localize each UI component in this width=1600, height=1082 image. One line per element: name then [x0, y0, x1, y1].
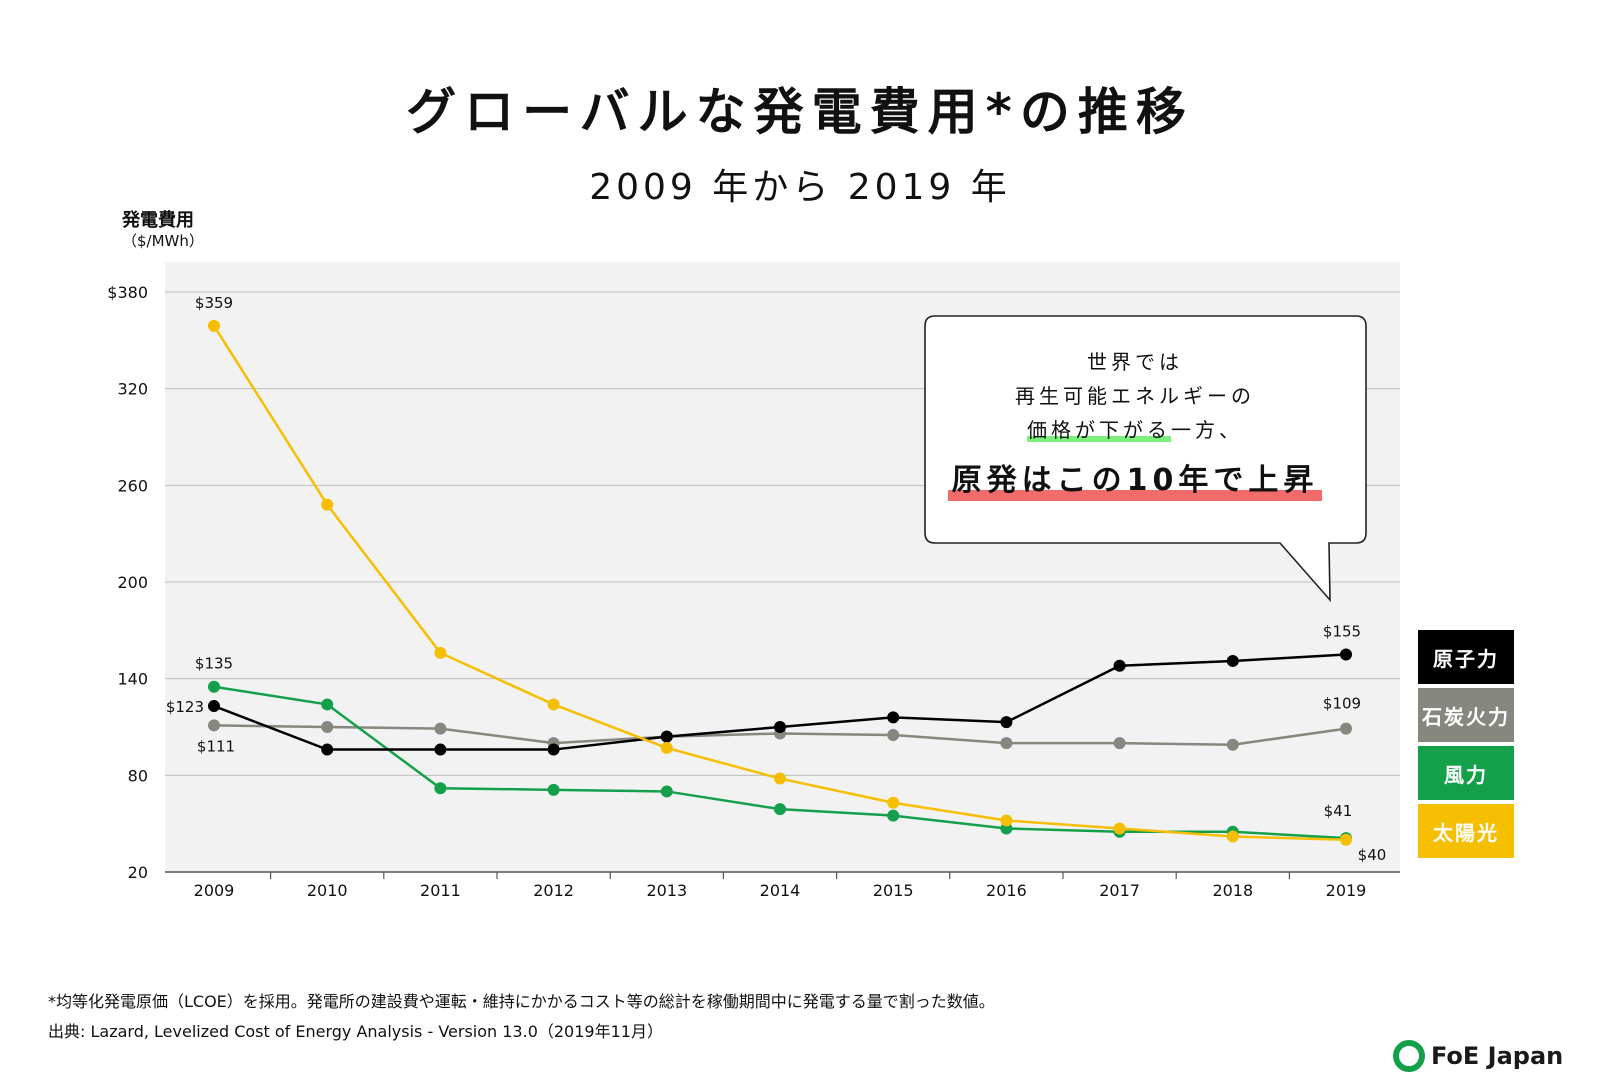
callout-line-1: 世界では — [1087, 350, 1183, 374]
data-point-solar — [1340, 833, 1352, 846]
x-tick-label: 2011 — [420, 881, 461, 900]
chart-subtitle: 2009 年から 2019 年 — [589, 167, 1011, 208]
data-point-wind — [434, 782, 447, 795]
data-point-coal — [1226, 738, 1239, 751]
y-tick-label: 320 — [117, 380, 148, 399]
callout-bubble — [924, 315, 1367, 603]
callout-line-3: 価格が下がる一方、 — [925, 413, 1345, 447]
footnote: *均等化発電原価（LCOE）を採用。発電所の建設費や運転・維持にかかるコスト等の… — [48, 992, 995, 1011]
data-point-solar — [208, 319, 220, 332]
y-axis-label: 発電費用 — [122, 210, 194, 231]
data-point-solar — [434, 646, 447, 659]
data-point-nuclear — [774, 721, 786, 733]
data-label: $40 — [1358, 846, 1387, 864]
data-point-nuclear — [208, 700, 220, 713]
data-point-solar — [321, 498, 334, 511]
data-point-nuclear — [434, 743, 447, 756]
data-point-nuclear — [547, 743, 560, 756]
logo-text: FoE Japan — [1431, 1042, 1564, 1070]
legend-coal: 石炭火力 — [1418, 688, 1514, 742]
y-tick-label: $380 — [107, 283, 148, 302]
x-tick-label: 2012 — [533, 881, 574, 900]
data-point-solar — [1226, 830, 1239, 843]
callout-text: 世界では 再生可能エネルギーの 価格が下がる一方、 原発はこの10年で上昇 — [925, 345, 1345, 501]
data-point-solar — [887, 796, 900, 809]
logo-ring-icon — [1393, 1040, 1425, 1072]
legend-solar: 太陽光 — [1418, 804, 1514, 858]
data-point-coal — [208, 719, 220, 732]
data-point-nuclear — [1340, 648, 1352, 661]
x-tick-label: 2018 — [1212, 881, 1253, 900]
source-note: 出典: Lazard, Levelized Cost of Energy Ana… — [48, 1022, 663, 1041]
callout-line-2: 再生可能エネルギーの — [1015, 384, 1255, 408]
data-label: $41 — [1324, 802, 1353, 820]
data-point-coal — [1113, 737, 1126, 750]
data-label: $135 — [195, 655, 233, 673]
legend-wind: 風力 — [1418, 746, 1514, 800]
data-point-wind — [887, 809, 900, 822]
legend-nuclear: 原子力 — [1418, 630, 1514, 684]
data-point-coal — [321, 721, 334, 733]
data-point-nuclear — [1000, 716, 1013, 729]
data-point-wind — [774, 803, 786, 816]
x-tick-label: 2009 — [194, 881, 235, 900]
data-point-solar — [1113, 822, 1126, 835]
callout-line-3-tail: 一方、 — [1171, 418, 1243, 442]
data-point-nuclear — [887, 711, 900, 724]
y-tick-label: 260 — [117, 476, 148, 495]
data-point-solar — [547, 698, 560, 711]
data-point-solar — [774, 772, 786, 785]
y-tick-label: 140 — [117, 670, 148, 689]
data-point-wind — [547, 783, 560, 796]
data-point-coal — [1000, 737, 1013, 750]
x-tick-label: 2017 — [1099, 881, 1140, 900]
data-point-coal — [434, 722, 447, 735]
x-tick-label: 2019 — [1326, 881, 1367, 900]
data-label: $109 — [1323, 695, 1361, 713]
data-label: $123 — [166, 698, 204, 716]
x-tick-label: 2010 — [307, 881, 348, 900]
data-label: $359 — [195, 294, 233, 312]
y-tick-label: 20 — [128, 863, 148, 882]
x-tick-label: 2016 — [986, 881, 1027, 900]
y-tick-label: 200 — [117, 573, 148, 592]
x-tick-label: 2014 — [760, 881, 801, 900]
callout-emphasis: 原発はこの10年で上昇 — [947, 461, 1323, 501]
y-tick-label: 80 — [128, 766, 148, 785]
data-label: $111 — [197, 737, 235, 755]
data-point-wind — [321, 698, 334, 711]
data-point-nuclear — [1226, 654, 1239, 667]
data-point-coal — [887, 729, 900, 742]
data-point-nuclear — [321, 743, 334, 756]
data-point-nuclear — [1113, 659, 1126, 672]
data-label: $155 — [1323, 623, 1361, 641]
x-tick-label: 2013 — [646, 881, 687, 900]
data-point-solar — [1000, 814, 1013, 827]
foe-japan-logo: FoE Japan — [1393, 1040, 1563, 1072]
data-point-solar — [660, 741, 673, 754]
data-point-coal — [1340, 722, 1352, 735]
data-point-wind — [208, 680, 220, 693]
y-axis-unit: （$/MWh） — [122, 232, 204, 250]
data-point-wind — [660, 785, 673, 798]
callout-highlight-green: 価格が下がる — [1027, 418, 1171, 442]
data-point-nuclear — [660, 730, 673, 743]
x-tick-label: 2015 — [873, 881, 914, 900]
chart-title: グローバルな発電費用*の推移 — [406, 83, 1194, 141]
